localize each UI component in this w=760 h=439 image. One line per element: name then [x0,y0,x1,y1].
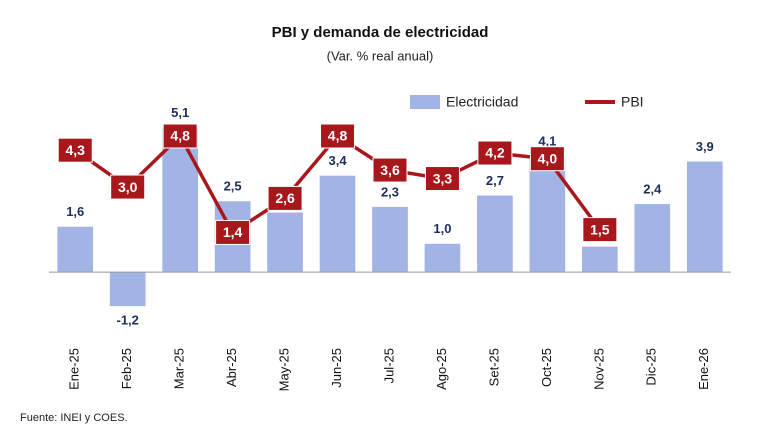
bar-value-label: 2,3 [381,184,399,199]
bar-value-label: 2,4 [643,182,662,197]
x-tick-label: Jun-25 [329,348,344,388]
bar-value-label: 2,5 [224,179,242,194]
line-value-label: 4,8 [328,128,348,144]
bar [634,204,671,273]
line-label-box [215,219,251,245]
line-label-box [57,137,93,163]
line-label-box [267,185,303,211]
bar [109,272,146,307]
line-label-box [110,174,146,200]
bar [267,212,303,273]
line-value-label: 4,0 [538,150,558,166]
line-value-label: 4,2 [485,145,505,161]
line-value-label: 3,6 [380,162,400,178]
bar-value-label: 2,7 [486,173,504,188]
line-value-label: 4,3 [65,142,85,158]
line-label-box [424,166,460,192]
line-value-label: 1,4 [223,224,243,240]
legend-label: PBI [621,94,644,110]
bar-value-label: -1,2 [116,313,138,328]
bar [319,175,356,273]
line-value-label: 3,3 [433,170,453,186]
source-note: Fuente: INEI y COES. [20,412,128,424]
line-label-box [477,140,513,166]
line-value-label: 4,8 [170,128,190,144]
x-tick-label: Mar-25 [172,348,187,389]
legend-swatch [410,95,440,109]
x-tick-label: Ene-25 [67,348,82,390]
x-tick-label: Set-25 [486,348,501,386]
bar [424,243,461,273]
line-value-label: 2,6 [275,190,295,206]
bar-value-label: 1,0 [433,221,451,236]
line-value-label: 1,5 [590,221,610,237]
x-tick-label: Abr-25 [224,348,239,387]
line-label-box [582,217,618,243]
x-tick-label: May-25 [277,348,292,391]
bar-value-label: 5,1 [171,105,189,120]
bar [372,206,408,273]
x-tick-label: Oct-25 [539,348,554,387]
chart-subtitle: (Var. % real anual) [327,48,434,63]
x-tick-label: Ago-25 [434,348,449,390]
x-tick-label: Dic-25 [644,348,659,386]
bar [162,127,198,273]
bar-value-label: 3,9 [696,139,714,154]
line-label-box [372,157,408,183]
x-tick-label: Feb-25 [119,348,134,389]
x-tick-label: Ene-26 [696,348,711,390]
x-tick-label: Nov-25 [591,348,606,390]
legend-label: Electricidad [446,94,518,110]
bar [477,195,513,273]
line-value-label: 3,0 [118,179,138,195]
line-label-box [162,123,198,149]
bar-value-label: 4,1 [538,133,556,148]
bar [582,246,618,273]
line-label-box [529,146,565,172]
bar [686,161,723,273]
line-label-box [320,123,356,149]
bar-value-label: 1,6 [66,204,84,219]
bar [57,226,94,273]
bar-value-label: 3,4 [328,153,347,168]
x-tick-label: Jul-25 [381,348,396,383]
chart-title: PBI y demanda de electricidad [272,24,489,41]
